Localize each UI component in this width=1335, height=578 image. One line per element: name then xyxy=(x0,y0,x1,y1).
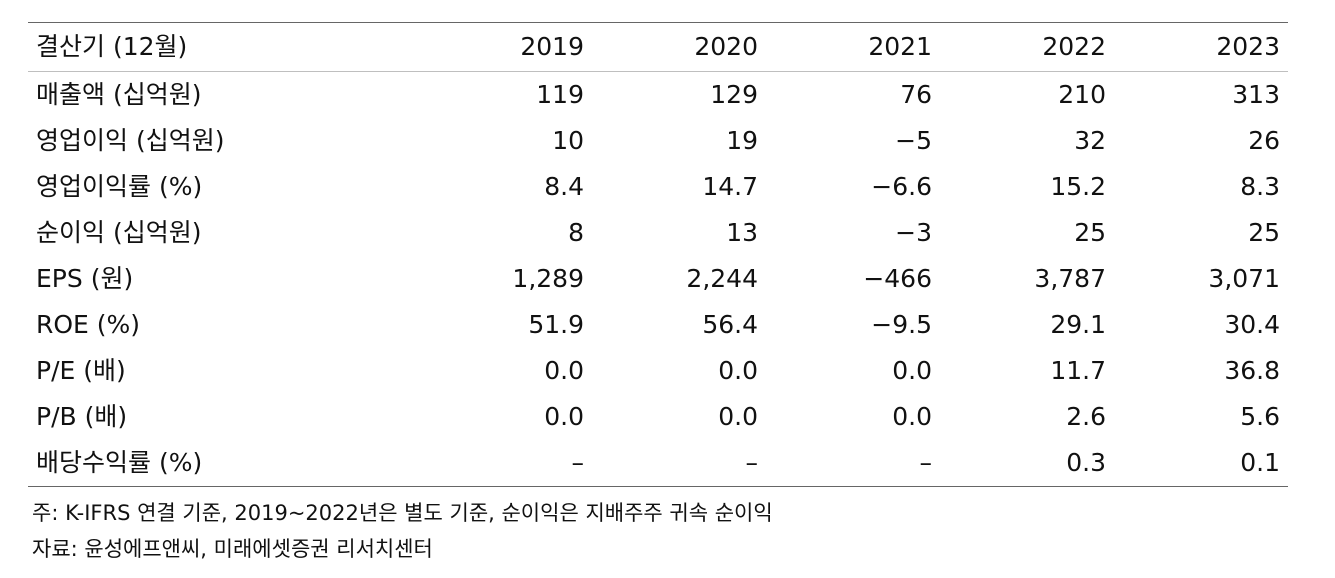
cell-value: 32 xyxy=(1074,125,1106,155)
cell-value: 11.7 xyxy=(1050,355,1106,385)
cell-value: 8 xyxy=(568,217,584,247)
table-row: 영업이익률 (%) 8.4 14.7 −6.6 15.2 8.3 xyxy=(28,164,1288,210)
footnote: 주: K-IFRS 연결 기준, 2019~2022년은 별도 기준, 순이익은… xyxy=(32,500,773,525)
cell-value: 5.6 xyxy=(1240,401,1280,431)
cell-value: 129 xyxy=(710,79,758,109)
cell-value: 14.7 xyxy=(702,171,758,201)
cell-value: 1,289 xyxy=(512,263,584,293)
cell-value: 0.0 xyxy=(892,401,932,431)
cell-value: 0.0 xyxy=(892,355,932,385)
cell-value: 0.1 xyxy=(1240,447,1280,477)
cell-value: 36.8 xyxy=(1224,355,1280,385)
cell-value: 2,244 xyxy=(686,263,758,293)
source-note: 자료: 윤성에프앤씨, 미래에셋증권 리서치센터 xyxy=(32,536,433,561)
cell-value: −6.6 xyxy=(871,171,932,201)
row-label: 배당수익률 (%) xyxy=(36,447,203,477)
cell-value: −3 xyxy=(895,217,932,247)
cell-value: 76 xyxy=(900,79,932,109)
table-header-row: 결산기 (12월) 2019 2020 2021 2022 2023 xyxy=(28,23,1288,72)
cell-value: 210 xyxy=(1058,79,1106,109)
row-label: ROE (%) xyxy=(36,309,141,339)
cell-value: 0.0 xyxy=(544,401,584,431)
cell-value: 25 xyxy=(1248,217,1280,247)
cell-value: 0.0 xyxy=(718,355,758,385)
cell-value: −9.5 xyxy=(871,309,932,339)
year-header: 2020 xyxy=(592,23,766,72)
financial-table-container: 결산기 (12월) 2019 2020 2021 2022 2023 매출액 (… xyxy=(28,22,1288,567)
table-row: 순이익 (십억원) 8 13 −3 25 25 xyxy=(28,210,1288,256)
cell-value: 0.0 xyxy=(544,355,584,385)
year-header: 2023 xyxy=(1114,23,1288,72)
cell-value: 313 xyxy=(1232,79,1280,109)
cell-value: 10 xyxy=(552,125,584,155)
cell-value: 3,071 xyxy=(1208,263,1280,293)
financial-summary-table: 결산기 (12월) 2019 2020 2021 2022 2023 매출액 (… xyxy=(28,23,1288,486)
table-notes: 주: K-IFRS 연결 기준, 2019~2022년은 별도 기준, 순이익은… xyxy=(28,495,1288,567)
row-label: 영업이익률 (%) xyxy=(36,171,203,201)
year-header: 2019 xyxy=(418,23,592,72)
table-row: 매출액 (십억원) 119 129 76 210 313 xyxy=(28,71,1288,118)
table-top-rule xyxy=(28,22,1288,23)
cell-value: – xyxy=(919,447,933,477)
header-label: 결산기 (12월) xyxy=(28,23,418,72)
cell-value: 8.3 xyxy=(1240,171,1280,201)
row-label: P/E (배) xyxy=(36,355,126,385)
cell-value: 19 xyxy=(726,125,758,155)
cell-value: 26 xyxy=(1248,125,1280,155)
cell-value: 3,787 xyxy=(1034,263,1106,293)
year-header: 2021 xyxy=(766,23,940,72)
row-label: P/B (배) xyxy=(36,401,128,431)
cell-value: 0.3 xyxy=(1066,447,1106,477)
cell-value: 119 xyxy=(536,79,584,109)
table-row: 영업이익 (십억원) 10 19 −5 32 26 xyxy=(28,118,1288,164)
table-row: P/E (배) 0.0 0.0 0.0 11.7 36.8 xyxy=(28,348,1288,394)
row-label: EPS (원) xyxy=(36,263,134,293)
table-row: EPS (원) 1,289 2,244 −466 3,787 3,071 xyxy=(28,256,1288,302)
cell-value: 8.4 xyxy=(544,171,584,201)
cell-value: −466 xyxy=(863,263,932,293)
table-bottom-rule xyxy=(28,485,1288,487)
cell-value: – xyxy=(745,447,759,477)
table-row: ROE (%) 51.9 56.4 −9.5 29.1 30.4 xyxy=(28,302,1288,348)
cell-value: 51.9 xyxy=(528,309,584,339)
table-row: 배당수익률 (%) – – – 0.3 0.1 xyxy=(28,440,1288,486)
cell-value: – xyxy=(571,447,585,477)
row-label: 영업이익 (십억원) xyxy=(36,125,225,155)
cell-value: 25 xyxy=(1074,217,1106,247)
cell-value: 2.6 xyxy=(1066,401,1106,431)
table-row: P/B (배) 0.0 0.0 0.0 2.6 5.6 xyxy=(28,394,1288,440)
row-label: 순이익 (십억원) xyxy=(36,217,202,247)
cell-value: 0.0 xyxy=(718,401,758,431)
year-header: 2022 xyxy=(940,23,1114,72)
cell-value: −5 xyxy=(895,125,932,155)
cell-value: 29.1 xyxy=(1050,309,1106,339)
cell-value: 15.2 xyxy=(1050,171,1106,201)
cell-value: 30.4 xyxy=(1224,309,1280,339)
cell-value: 56.4 xyxy=(702,309,758,339)
cell-value: 13 xyxy=(726,217,758,247)
row-label: 매출액 (십억원) xyxy=(36,79,202,109)
